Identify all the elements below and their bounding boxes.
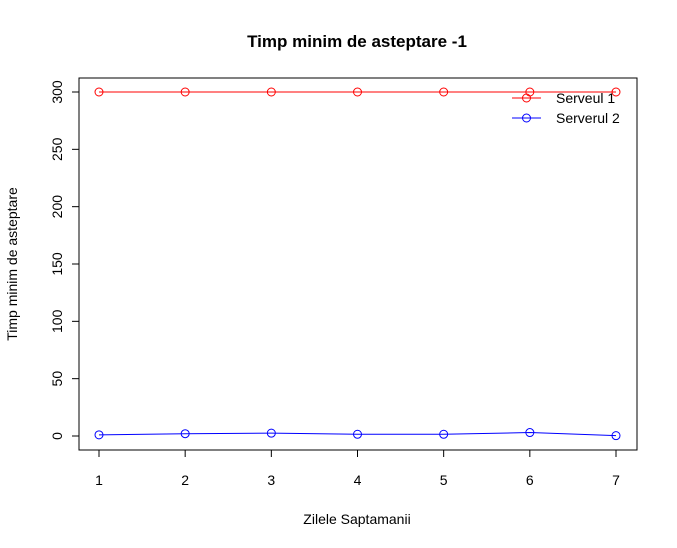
x-tick-label: 5 bbox=[440, 472, 448, 488]
data-point bbox=[439, 429, 449, 439]
x-tick-label: 3 bbox=[267, 472, 275, 488]
data-point bbox=[439, 87, 449, 97]
series-line bbox=[98, 432, 617, 437]
legend-label: Serveul 1 bbox=[556, 90, 615, 106]
chart-title: Timp minim de asteptare -1 bbox=[247, 32, 467, 51]
series-layer bbox=[94, 87, 621, 441]
data-point bbox=[353, 87, 362, 97]
data-point bbox=[266, 428, 276, 438]
legend: Serveul 1 Serverul 2 bbox=[512, 90, 620, 126]
y-tick-label: 200 bbox=[49, 195, 65, 219]
y-tick-label: 0 bbox=[49, 432, 65, 440]
plot-area-frame bbox=[78, 77, 638, 451]
data-point bbox=[94, 87, 104, 97]
y-tick-label: 300 bbox=[49, 80, 65, 104]
x-tick-label: 1 bbox=[95, 472, 103, 488]
y-tick-label: 100 bbox=[49, 309, 65, 333]
data-point bbox=[180, 429, 190, 439]
y-tick-label: 250 bbox=[49, 137, 65, 161]
x-tick-label: 7 bbox=[612, 472, 620, 488]
x-tick-label: 6 bbox=[526, 472, 534, 488]
series-2 bbox=[94, 428, 621, 441]
legend-marker bbox=[522, 113, 531, 123]
y-tick-label: 150 bbox=[49, 252, 65, 276]
data-point bbox=[611, 87, 621, 97]
legend-marker bbox=[522, 93, 531, 103]
data-point bbox=[180, 87, 190, 97]
y-axis: 0 50 100 150 200 250 300 bbox=[49, 80, 80, 440]
data-point bbox=[525, 428, 535, 438]
x-tick-label: 4 bbox=[354, 472, 362, 488]
x-tick-label: 2 bbox=[181, 472, 189, 488]
x-axis: 1 2 3 4 5 6 7 bbox=[95, 449, 620, 488]
data-point bbox=[266, 87, 276, 97]
series-1 bbox=[94, 87, 621, 97]
y-axis-label: Timp minim de asteptare bbox=[4, 187, 20, 341]
x-axis-label: Zilele Saptamanii bbox=[303, 511, 410, 527]
data-point bbox=[611, 431, 621, 441]
data-point bbox=[94, 430, 104, 440]
y-tick-label: 50 bbox=[49, 371, 65, 387]
data-point bbox=[353, 429, 362, 439]
legend-label: Serverul 2 bbox=[556, 110, 620, 126]
